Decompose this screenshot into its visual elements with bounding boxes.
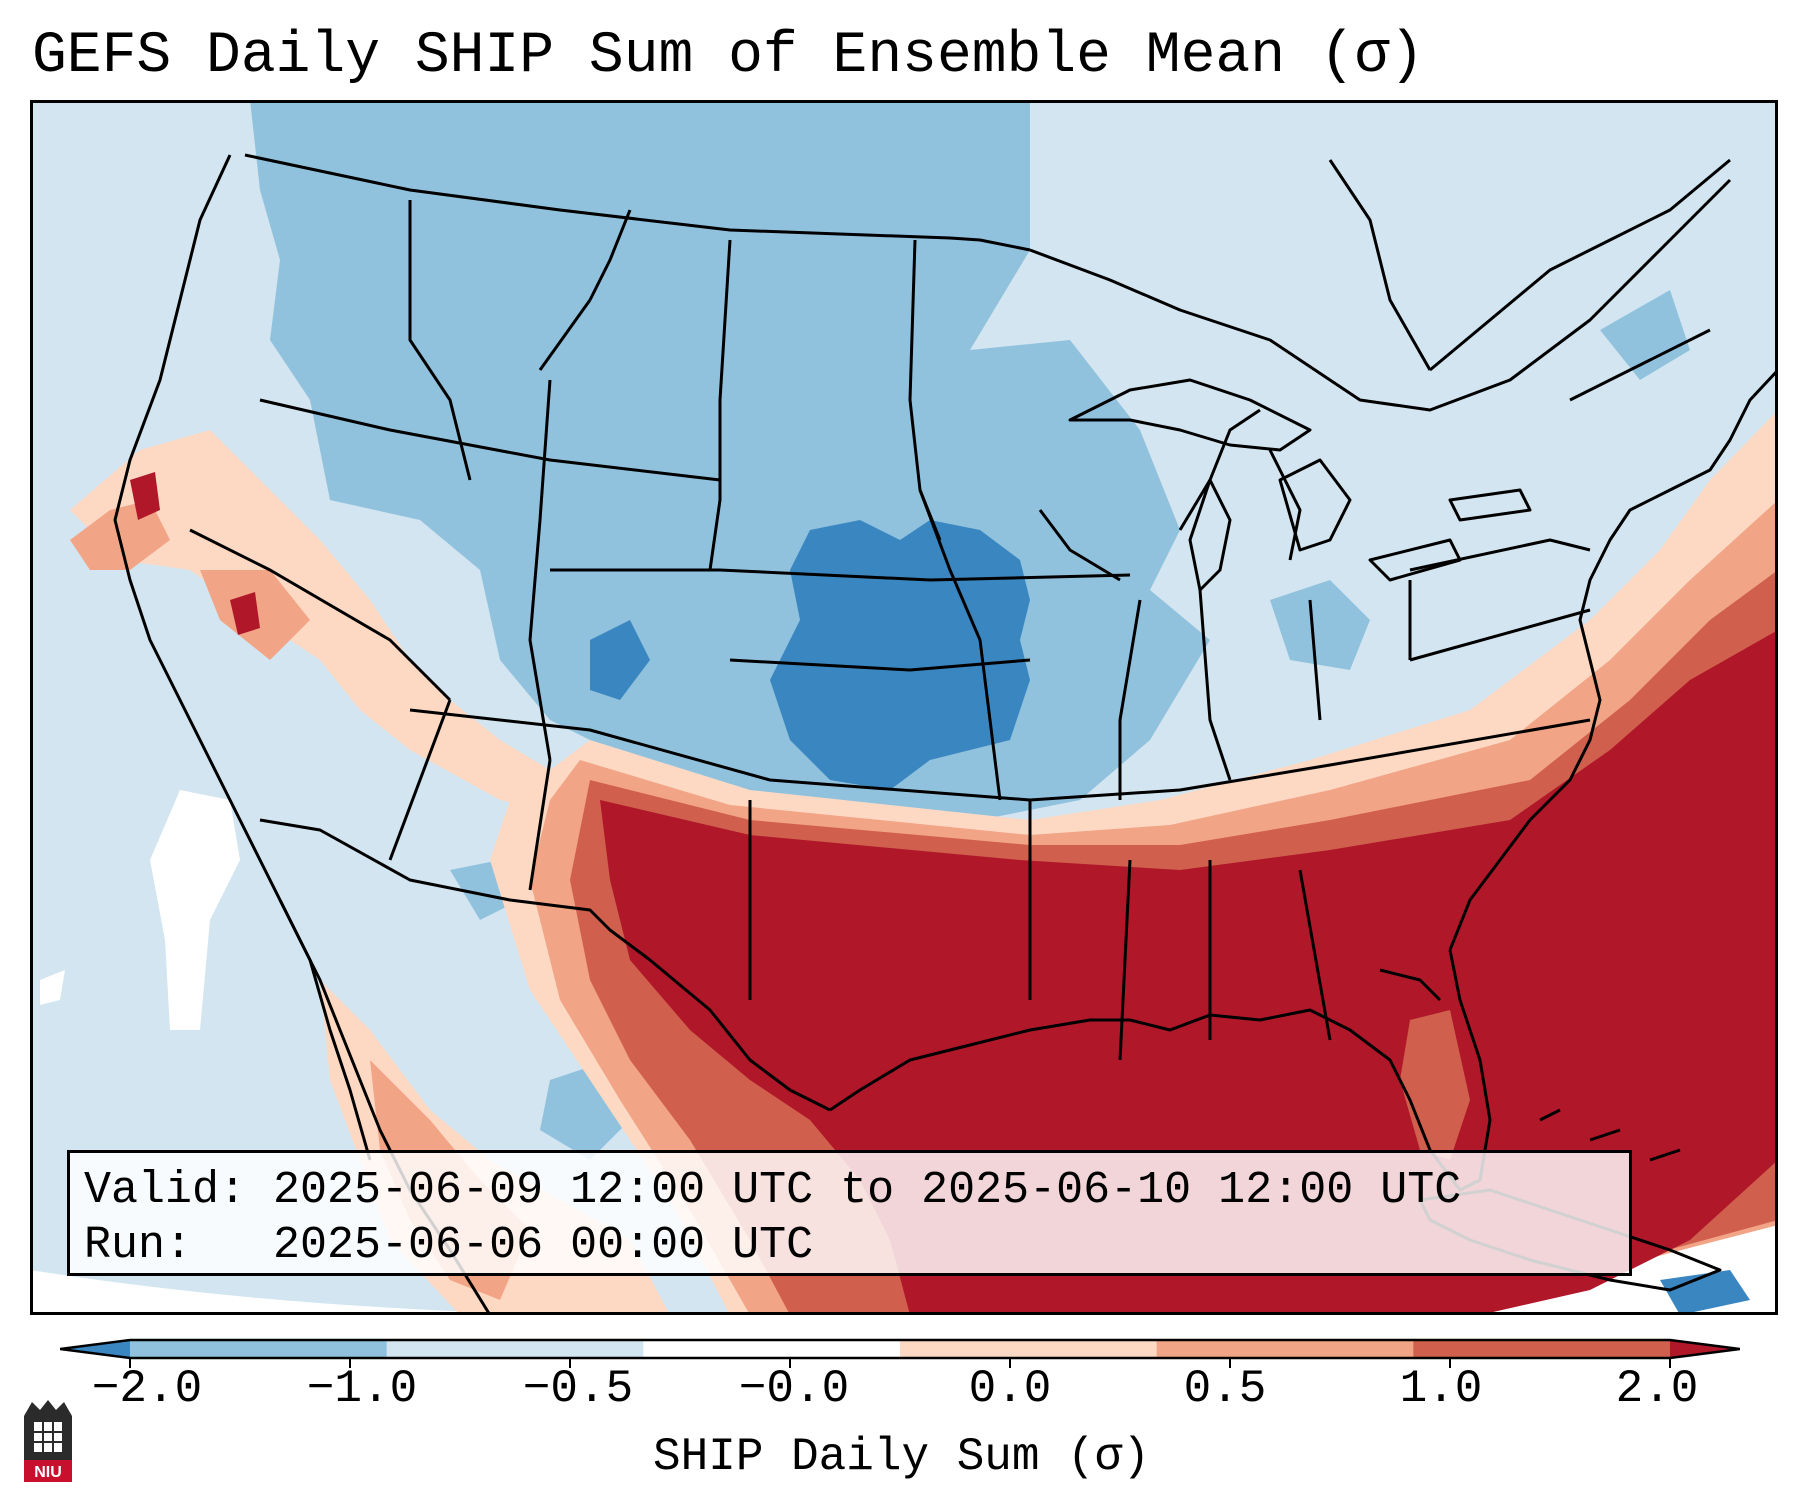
strong-negative-region: [1660, 1270, 1750, 1315]
colorbar-segment: [130, 1340, 388, 1358]
colorbar-segment: [1413, 1340, 1671, 1358]
colorbar-segment: [900, 1340, 1158, 1358]
strong-positive-region: [130, 472, 160, 520]
colorbar-extend-low: [60, 1340, 130, 1358]
colorbar-outline: [60, 1338, 1740, 1360]
colorbar-tick-label: 2.0: [1615, 1363, 1699, 1415]
strong-negative-region: [770, 520, 1030, 790]
strong-positive-region: [230, 592, 260, 635]
colorbar-tick-label: −1.0: [306, 1363, 418, 1415]
figure-title: GEFS Daily SHIP Sum of Ensemble Mean (σ): [32, 24, 1425, 89]
negative-anomaly-region: [1270, 580, 1370, 670]
colorbar-segment: [643, 1340, 901, 1358]
near-zero-patch: [150, 790, 240, 1030]
colorbar: [60, 1338, 1740, 1368]
map-panel: [30, 100, 1778, 1315]
colorbar-extend-high: [1670, 1340, 1740, 1358]
map-frame: [30, 100, 1778, 1315]
colorbar-label: SHIP Daily Sum (σ): [653, 1431, 1150, 1483]
colorbar-tick-label: 0.5: [1183, 1363, 1267, 1415]
run-time-text: Run: 2025-06-06 00:00 UTC: [84, 1220, 814, 1271]
niu-logo: NIU: [24, 1400, 72, 1482]
boundary-lines: [113, 153, 1778, 1315]
valid-time-text: Valid: 2025-06-09 12:00 UTC to 2025-06-1…: [84, 1165, 1462, 1216]
strong-negative-region: [590, 620, 650, 700]
near-zero-patch: [40, 970, 65, 1005]
positive-anomaly-region: [70, 430, 600, 820]
valid-run-info-box: Valid: 2025-06-09 12:00 UTC to 2025-06-1…: [67, 1150, 1632, 1276]
colorbar-tick-label: 0.0: [968, 1363, 1052, 1415]
colorbar-tick-label: −2.0: [91, 1363, 203, 1415]
negative-anomaly-region: [1600, 290, 1690, 380]
colorbar-segment: [1156, 1340, 1414, 1358]
colorbar-segment: [386, 1340, 644, 1358]
colorbar-tick-label: −0.5: [522, 1363, 634, 1415]
niu-logo-text: NIU: [34, 1464, 62, 1481]
colorbar-tick-label: −0.0: [738, 1363, 850, 1415]
strong-positive-region: [600, 630, 1778, 1315]
colorbar-tick-label: 1.0: [1399, 1363, 1483, 1415]
